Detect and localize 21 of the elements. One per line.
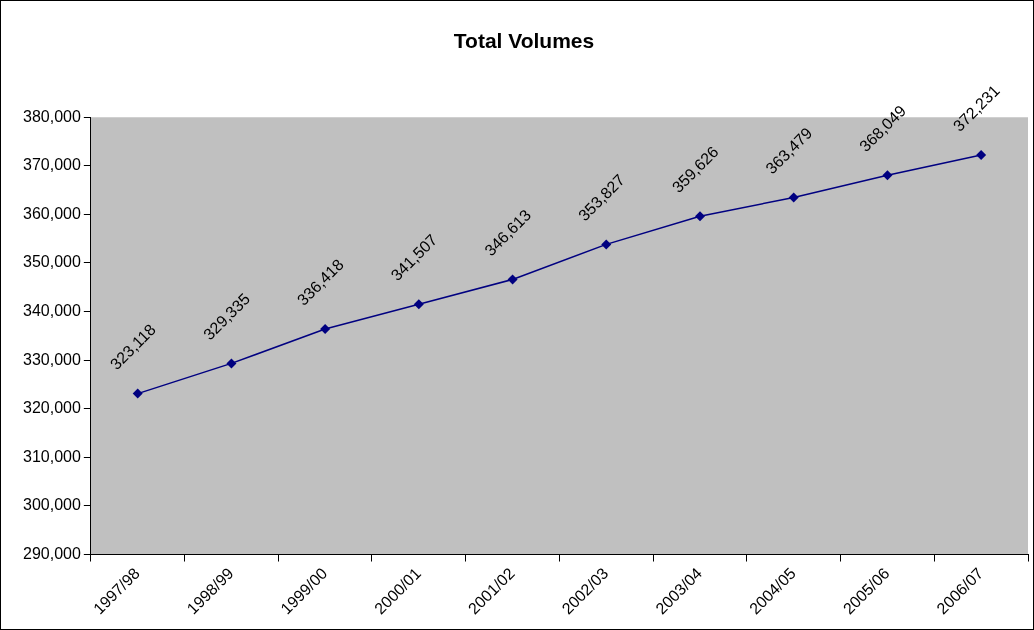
chart-title: Total Volumes (453, 29, 595, 53)
point (976, 149, 987, 160)
y-tick-label: 380,000 (22, 107, 81, 125)
point (413, 299, 424, 310)
point (507, 274, 518, 285)
point (320, 323, 331, 334)
y-tick-label: 360,000 (22, 204, 81, 222)
y-tick-label: 330,000 (22, 350, 81, 368)
point (788, 192, 799, 203)
y-tick-label: 350,000 (22, 253, 81, 271)
point (882, 170, 893, 181)
point (601, 239, 612, 250)
y-tick-label: 310,000 (22, 447, 81, 465)
y-tick-label: 340,000 (22, 301, 81, 319)
y-tick-label: 370,000 (22, 156, 81, 174)
y-tick-label: 290,000 (22, 544, 81, 562)
point (132, 388, 143, 399)
y-tick-label: 320,000 (22, 399, 81, 417)
point (694, 211, 705, 222)
y-tick-label: 300,000 (22, 496, 81, 514)
point (226, 358, 237, 369)
